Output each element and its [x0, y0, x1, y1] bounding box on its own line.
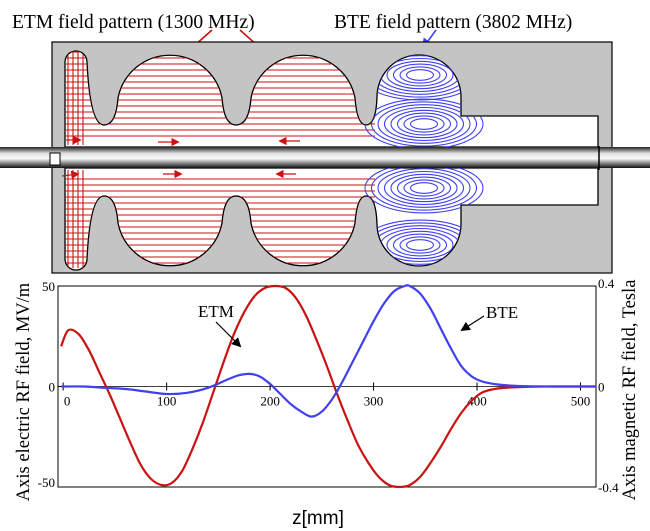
bte-field-loop — [383, 170, 465, 206]
bte-field-loop — [370, 101, 478, 147]
bte-field-loop — [405, 69, 435, 81]
y-axis-label-left: Axis electric RF field, MV/m — [14, 282, 34, 501]
bte-field-loop — [390, 109, 458, 139]
bte-field-loop — [386, 230, 454, 260]
bte-field-loop — [364, 168, 484, 214]
bte-field-loop — [409, 182, 439, 194]
bte-field-loop — [409, 118, 439, 130]
field-chart: 0 100 200 300 400 500 500-500.40-0.4 ETM BTE … — [14, 276, 640, 529]
annotation-bte: BTE — [486, 303, 518, 322]
etm-field-arrow — [61, 170, 80, 180]
cavity-upper-interior — [64, 50, 599, 148]
cavity-diagram — [0, 41, 650, 274]
x-tick-label: 500 — [571, 394, 591, 409]
x-axis-ticks: 0 100 200 300 400 500 — [62, 382, 591, 409]
beam-pipe — [0, 147, 650, 168]
bte-field-loop — [390, 173, 458, 203]
bte-field-loop — [392, 233, 448, 257]
y-axis-ticks: 500-500.40-0.4 — [38, 276, 619, 495]
bte-field-loop — [405, 239, 435, 251]
x-tick-label: 300 — [364, 394, 384, 409]
bte-field-loop — [403, 179, 445, 197]
bte-field-loop — [377, 168, 471, 208]
x-axis-label: z[mm] — [292, 508, 344, 529]
bte-pattern-label: BTE field pattern (3802 MHz) — [334, 12, 572, 33]
bte-field-loop — [386, 60, 454, 90]
annotation-etm: ETM — [198, 302, 234, 321]
bte-field-loops-upper — [360, 51, 484, 147]
bte-field-loop — [377, 104, 471, 144]
etm-pattern-label: ETM field pattern (1300 MHz) — [12, 12, 255, 33]
bte-field-loop — [396, 176, 452, 200]
y-tick-label-left: 0 — [49, 380, 56, 395]
bte-field-loop — [392, 63, 448, 87]
y-axis-label-right: Axis magnetic RF field, Tesla — [620, 280, 640, 501]
series-line-bte — [61, 284, 596, 418]
pipe-flange — [49, 152, 61, 166]
x-tick-label: 100 — [157, 394, 177, 409]
y-tick-label-right: 0.4 — [598, 276, 615, 291]
bte-field-loop — [399, 66, 441, 84]
cavity-lower-interior — [64, 167, 599, 271]
annotation-bte-arrow — [460, 315, 485, 332]
y-tick-label-left: 50 — [42, 279, 55, 294]
series-line-etm — [60, 284, 596, 489]
bte-field-loop — [399, 236, 441, 254]
annotation-etm-arrow — [215, 321, 242, 348]
bte-field-loop — [403, 115, 445, 133]
y-tick-label-right: -0.4 — [598, 480, 619, 495]
y-tick-label-right: 0 — [598, 380, 605, 395]
bte-field-loop — [396, 112, 452, 136]
bte-field-loop — [370, 168, 478, 211]
x-tick-label: 0 — [64, 394, 71, 409]
x-tick-label: 400 — [467, 394, 487, 409]
y-tick-label-left: -50 — [38, 475, 55, 490]
x-tick-label: 200 — [260, 394, 280, 409]
bte-field-loop — [383, 106, 465, 142]
